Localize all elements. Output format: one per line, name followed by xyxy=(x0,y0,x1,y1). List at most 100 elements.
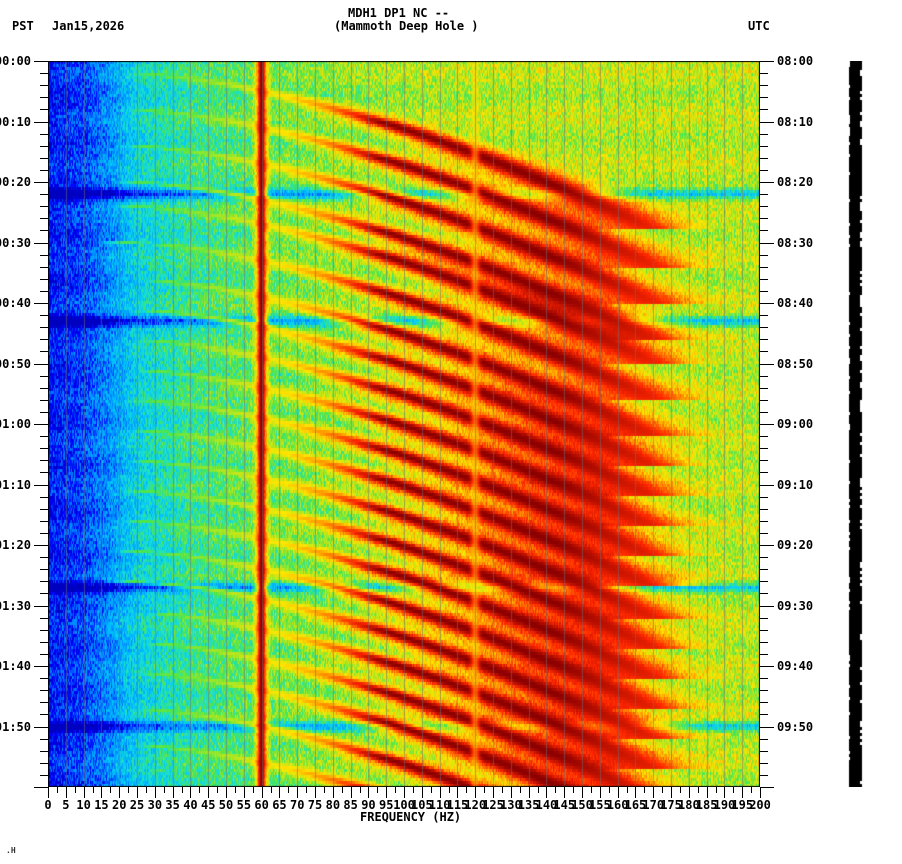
freq-tick-major xyxy=(66,787,67,798)
freq-tick-label: 90 xyxy=(361,798,376,812)
time-tick-major-left xyxy=(34,727,48,728)
time-tick-minor-right xyxy=(760,109,768,110)
time-tick-minor-left xyxy=(40,85,48,86)
time-tick-major-right xyxy=(760,364,774,365)
time-tick-major-left xyxy=(34,364,48,365)
time-tick-minor-right xyxy=(760,291,768,292)
time-tick-minor-right xyxy=(760,206,768,207)
freq-tick-label: 5 xyxy=(62,798,70,812)
freq-tick-label: 35 xyxy=(165,798,180,812)
freq-tick-major xyxy=(155,787,156,798)
freq-tick-major xyxy=(84,787,85,798)
time-label-pst: 01:10 xyxy=(0,478,31,492)
freq-tick-major xyxy=(457,787,458,798)
freq-tick-major xyxy=(564,787,565,798)
freq-tick-major xyxy=(582,787,583,798)
freq-tick-minor xyxy=(538,787,539,793)
freq-tick-minor xyxy=(591,787,592,793)
time-tick-minor-left xyxy=(40,751,48,752)
time-tick-major-left xyxy=(34,122,48,123)
time-tick-minor-right xyxy=(760,630,768,631)
freq-tick-major xyxy=(279,787,280,798)
time-tick-major-right xyxy=(760,61,774,62)
freq-tick-major xyxy=(689,787,690,798)
time-tick-minor-right xyxy=(760,521,768,522)
freq-tick-minor xyxy=(306,787,307,793)
freq-tick-label: 125 xyxy=(482,798,504,812)
freq-tick-major xyxy=(404,787,405,798)
freq-tick-minor xyxy=(271,787,272,793)
time-tick-minor-right xyxy=(760,388,768,389)
freq-tick-major xyxy=(511,787,512,798)
freq-tick-major xyxy=(386,787,387,798)
freq-tick-label: 140 xyxy=(535,798,558,812)
frequency-axis: 0 5 10 15 20 25 30 35 40 45 50 55 60 65 70 75 80 85 90 95 10… xyxy=(44,787,771,827)
freq-tick-label: 165 xyxy=(624,798,647,812)
freq-tick-label: 135 xyxy=(517,798,540,812)
freq-tick-label: 0 xyxy=(44,798,52,812)
freq-tick-label: 60 xyxy=(254,798,269,812)
time-label-utc: 09:40 xyxy=(777,659,814,673)
freq-tick-label: 105 xyxy=(411,798,433,812)
freq-tick-minor xyxy=(680,787,681,793)
time-label-utc: 09:50 xyxy=(777,720,814,734)
time-tick-minor-left xyxy=(40,279,48,280)
time-tick-major-right xyxy=(760,787,774,788)
freq-tick-minor xyxy=(431,787,432,793)
freq-tick-label: 30 xyxy=(147,798,163,812)
time-label-utc: 08:40 xyxy=(777,296,814,310)
time-tick-minor-right xyxy=(760,618,768,619)
station-subtitle: (Mammoth Deep Hole ) xyxy=(334,19,479,33)
freq-tick-major xyxy=(244,787,245,798)
time-tick-minor-right xyxy=(760,739,768,740)
time-tick-major-right xyxy=(760,666,774,667)
freq-tick-major xyxy=(351,787,352,798)
spectrogram-plot[interactable] xyxy=(48,61,760,787)
freq-tick-minor xyxy=(609,787,610,793)
freq-tick-major xyxy=(297,787,298,798)
freq-tick-label: 190 xyxy=(713,798,736,812)
time-tick-minor-right xyxy=(760,73,768,74)
time-label-pst: 01:00 xyxy=(0,417,31,431)
freq-tick-major xyxy=(262,787,263,798)
freq-tick-minor xyxy=(217,787,218,793)
time-tick-minor-right xyxy=(760,218,768,219)
time-tick-major-right xyxy=(760,182,774,183)
time-tick-minor-left xyxy=(40,97,48,98)
spectrogram-image xyxy=(48,61,760,787)
freq-tick-major xyxy=(190,787,191,798)
freq-tick-major xyxy=(546,787,547,798)
freq-tick-minor xyxy=(716,787,717,793)
freq-tick-minor xyxy=(57,787,58,793)
time-tick-minor-right xyxy=(760,714,768,715)
time-label-pst: 01:50 xyxy=(0,720,31,734)
date-label: Jan15,2026 xyxy=(52,19,125,33)
freq-tick-major xyxy=(48,787,49,798)
freq-tick-label: 95 xyxy=(379,798,394,812)
time-tick-minor-right xyxy=(760,702,768,703)
freq-tick-major xyxy=(760,787,761,798)
freq-tick-label: 10 xyxy=(76,798,91,812)
time-tick-major-left xyxy=(34,485,48,486)
time-tick-major-right xyxy=(760,303,774,304)
freq-tick-label: 150 xyxy=(571,798,593,812)
freq-tick-major xyxy=(422,787,423,798)
time-tick-major-left xyxy=(34,61,48,62)
saturation-strip xyxy=(848,61,864,787)
freq-tick-label: 170 xyxy=(642,798,665,812)
freq-tick-major xyxy=(635,787,636,798)
time-tick-minor-left xyxy=(40,158,48,159)
freq-tick-major xyxy=(671,787,672,798)
time-tick-minor-left xyxy=(40,412,48,413)
time-tick-minor-right xyxy=(760,134,768,135)
time-axis-pst: 00:00 00:10 00:20 00:30 00:40 00:50 01:00 01:10… xyxy=(0,55,48,788)
time-tick-minor-right xyxy=(760,400,768,401)
time-tick-major-right xyxy=(760,243,774,244)
time-tick-minor-left xyxy=(40,351,48,352)
time-tick-minor-left xyxy=(40,569,48,570)
freq-tick-label: 195 xyxy=(731,798,754,812)
time-tick-minor-left xyxy=(40,678,48,679)
freq-tick-label: 85 xyxy=(343,798,358,812)
time-label-utc: 08:50 xyxy=(777,357,814,371)
freq-tick-minor xyxy=(146,787,147,793)
